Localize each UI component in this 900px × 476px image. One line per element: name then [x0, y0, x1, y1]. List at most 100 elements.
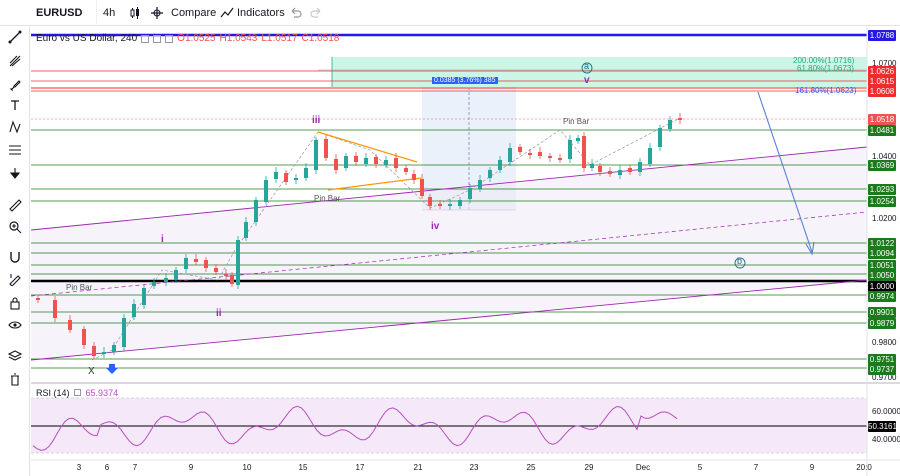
price-label: 1.0122: [868, 238, 896, 249]
wave-x-label: X: [88, 366, 95, 377]
time-tick: 9: [809, 463, 815, 472]
legend-title: Euro vs US Dollar, 240: [36, 33, 138, 44]
candle-body: [438, 204, 442, 206]
legend-close: C1.0518: [301, 33, 340, 44]
candle-body: [324, 139, 328, 158]
candle-body: [548, 156, 552, 158]
price-label: 0.9879: [868, 318, 896, 329]
compare-icon[interactable]: [150, 6, 164, 23]
candle-body: [68, 320, 72, 330]
candle-body: [304, 168, 308, 178]
text-tool-icon[interactable]: [5, 96, 25, 114]
brush-icon[interactable]: [5, 76, 25, 94]
wave-ii-label: ii: [216, 308, 222, 319]
layers-icon[interactable]: [5, 347, 25, 365]
candle-body: [204, 260, 208, 268]
candle-body: [230, 275, 234, 284]
candle-type-icon[interactable]: [128, 6, 142, 23]
legend-settings-icon[interactable]: [141, 34, 150, 43]
candle-body: [254, 200, 258, 222]
compare-button[interactable]: Compare: [171, 7, 217, 19]
candle-body: [428, 197, 432, 206]
candle-body: [658, 128, 662, 147]
interval-selector[interactable]: 4h: [103, 7, 116, 19]
legend-more-icon[interactable]: [165, 34, 174, 43]
redo-icon[interactable]: [310, 6, 324, 23]
price-label: 1.0608: [868, 86, 896, 97]
time-tick: 10: [242, 463, 252, 472]
rsi-tick: 40.0000: [872, 435, 900, 444]
wave-b-label: b: [737, 256, 743, 266]
ruler-icon[interactable]: [5, 196, 25, 214]
top-toolbar: EURUSD 4h Compare Indicators: [0, 0, 900, 26]
candle-body: [508, 148, 512, 162]
measure-label: 0.0385 (3.76%) 385: [432, 77, 498, 84]
eye-icon[interactable]: [5, 316, 25, 334]
magnet-icon[interactable]: [5, 248, 25, 266]
pattern-icon[interactable]: [5, 118, 25, 136]
price-label: 1.0481: [868, 125, 896, 136]
arrow-up-icon: [106, 364, 118, 374]
candle-body: [598, 166, 602, 172]
candle-body: [668, 120, 672, 129]
candle-body: [142, 288, 146, 305]
drawing-mode-icon[interactable]: [5, 270, 25, 288]
candle-body: [478, 180, 482, 189]
candle-body: [102, 352, 106, 354]
fib-retracement-icon[interactable]: [5, 141, 25, 159]
price-label: 1.0094: [868, 248, 896, 259]
candle-body: [648, 148, 652, 164]
zoom-icon[interactable]: [5, 218, 25, 236]
candle-body: [92, 346, 96, 356]
candle-body: [628, 168, 632, 172]
candle-body: [174, 270, 178, 280]
time-tick: 21: [413, 463, 423, 472]
price-label: 1.0615: [868, 76, 896, 87]
time-tick: Dec: [635, 463, 651, 472]
time-tick: 7: [132, 463, 138, 472]
candle-body: [678, 118, 682, 120]
time-tick: 29: [584, 463, 594, 472]
price-label: 1.0369: [868, 160, 896, 171]
candle-body: [364, 158, 368, 164]
legend-open: O1.0525: [177, 33, 216, 44]
wave-iv-label: iv: [431, 221, 440, 232]
legend-hide-icon[interactable]: [153, 34, 162, 43]
rsi-settings-icon[interactable]: [74, 389, 82, 396]
candle-body: [638, 162, 642, 172]
indicators-icon[interactable]: [220, 6, 234, 23]
wave-a-circle: [581, 62, 593, 74]
indicators-button[interactable]: Indicators: [237, 7, 285, 19]
price-chart[interactable]: [31, 27, 900, 476]
trash-icon[interactable]: [5, 370, 25, 388]
time-tick: 23: [469, 463, 479, 472]
candle-body: [576, 138, 580, 141]
candle-body: [568, 140, 572, 159]
lock-icon[interactable]: [5, 294, 25, 312]
price-tick: 1.0700: [872, 59, 897, 68]
target-zone: [332, 57, 867, 87]
candle-body: [82, 329, 86, 345]
arrow-down-icon[interactable]: [5, 164, 25, 182]
candle-body: [404, 168, 408, 172]
time-tick: 6: [104, 463, 110, 472]
candle-body: [528, 153, 532, 155]
candle-body: [53, 300, 57, 318]
symbol-search[interactable]: EURUSD: [36, 7, 83, 19]
time-tick: 20:0: [856, 463, 872, 472]
candle-body: [618, 170, 622, 175]
price-label: 1.0254: [868, 196, 896, 207]
pin-bar-label-3: Pin Bar: [563, 117, 590, 126]
rsi-tick: 60.0000: [872, 407, 900, 416]
candle-body: [608, 171, 612, 174]
undo-icon[interactable]: [288, 6, 302, 23]
rsi-line: [32, 405, 678, 451]
rsi-value: 65.9374: [85, 388, 119, 398]
wave-i-label: i: [161, 234, 164, 245]
candle-body: [294, 178, 298, 180]
candle-body: [344, 156, 348, 168]
pitchfork-icon[interactable]: [5, 52, 25, 70]
trend-line-icon[interactable]: [5, 28, 25, 46]
candle-body: [284, 173, 288, 182]
pin-bar-label-2: Pin Bar: [314, 194, 341, 203]
